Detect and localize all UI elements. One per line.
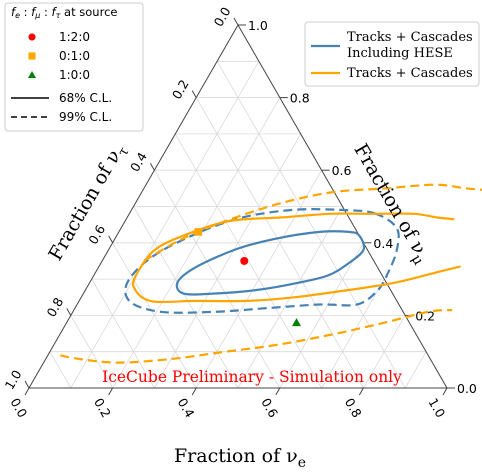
source-legend-title: fe : fμ : fτ at source: [11, 5, 117, 20]
grid-line: [70, 61, 260, 389]
legend-square-marker: [28, 52, 36, 60]
grid-line: [216, 61, 406, 389]
left-tick: [149, 162, 155, 171]
x-tick: [108, 387, 114, 396]
x-tick: [24, 387, 30, 396]
source-legend-box: [4, 2, 144, 132]
x-tick: [275, 387, 281, 396]
marker-010: [194, 228, 203, 236]
left-tick: [66, 308, 72, 316]
source-legend: fe : fμ : fτ at source 1:2:0 0:1:0 1:0:0…: [4, 2, 144, 132]
left-tick-label: 0.0: [211, 4, 234, 29]
marker-100: [292, 318, 302, 327]
left-tick: [191, 90, 197, 98]
x-tick-label: 0.4: [175, 395, 198, 420]
legend-series-tracks-cascades: Tracks + Cascades: [347, 66, 473, 81]
left-tick-label: 1.0: [2, 367, 25, 392]
x-tick: [442, 387, 448, 396]
grid-line: [174, 133, 322, 389]
right-tick-label: 0.0: [457, 381, 477, 396]
left-axis-label: Fraction of ντ: [44, 139, 132, 266]
preliminary-annotation: IceCube Preliminary - Simulation only: [102, 368, 402, 386]
grid-line: [49, 351, 72, 389]
right-tick-label: 0.4: [373, 236, 393, 251]
x-tick-label: 0.8: [342, 395, 365, 420]
grid-line: [404, 351, 427, 389]
legend-label-010: 0:1:0: [59, 49, 90, 63]
legend-triangle-marker: [28, 71, 36, 78]
grid-line: [154, 170, 281, 389]
grid-line: [133, 206, 239, 389]
flavor-markers: [194, 228, 302, 327]
triangle-frame: [28, 23, 448, 389]
grid-line: [70, 315, 113, 389]
legend-label-120: 1:2:0: [59, 30, 90, 44]
x-tick-label: 0.2: [91, 395, 114, 420]
contour-tracks-cascades-99: [60, 308, 453, 364]
x-tick-label: 1.0: [425, 395, 448, 420]
x-tick: [191, 387, 197, 396]
x-axis-label: Fraction of νe: [174, 445, 306, 471]
grid-line: [321, 278, 385, 389]
series-legend-box: [304, 21, 480, 87]
contour-tracks-cascades-68: [136, 212, 455, 273]
x-tick-label: 0.6: [258, 395, 281, 420]
legend-label-99cl: 99% C.L.: [59, 110, 112, 124]
x-tick: [358, 387, 364, 396]
grid-line: [154, 133, 302, 389]
legend-circle-marker: [28, 33, 36, 41]
left-tick: [108, 235, 114, 244]
left-tick-label: 0.2: [169, 77, 192, 102]
legend-series-hese-line1: Tracks + Cascades: [347, 30, 473, 45]
legend-label-100: 1:0:0: [59, 68, 90, 82]
marker-120: [240, 256, 249, 265]
legend-series-hese-line2: Including HESE: [347, 46, 453, 61]
legend-label-68cl: 68% C.L.: [59, 91, 112, 105]
left-tick: [24, 380, 30, 389]
right-tick-label: 0.6: [332, 163, 352, 178]
grid-line: [112, 242, 197, 389]
left-tick: [233, 17, 239, 26]
left-tick-label: 0.6: [85, 222, 108, 247]
left-tick-label: 0.8: [43, 295, 66, 320]
grid-line: [195, 97, 364, 389]
contour-hese-68: [175, 230, 366, 296]
right-tick-label: 0.8: [290, 91, 310, 106]
right-tick-label: 0.2: [415, 308, 435, 323]
confidence-contours: [60, 183, 482, 364]
contour-hese-99: [124, 208, 400, 314]
right-tick-label: 1.0: [248, 18, 268, 33]
contour-tracks-cascades-68: [131, 265, 461, 304]
grid-line: [91, 278, 155, 389]
contour-tracks-cascades-99: [143, 183, 482, 262]
series-legend: Tracks + Cascades Including HESE Tracks …: [304, 21, 480, 87]
x-tick-label: 0.0: [7, 395, 30, 420]
